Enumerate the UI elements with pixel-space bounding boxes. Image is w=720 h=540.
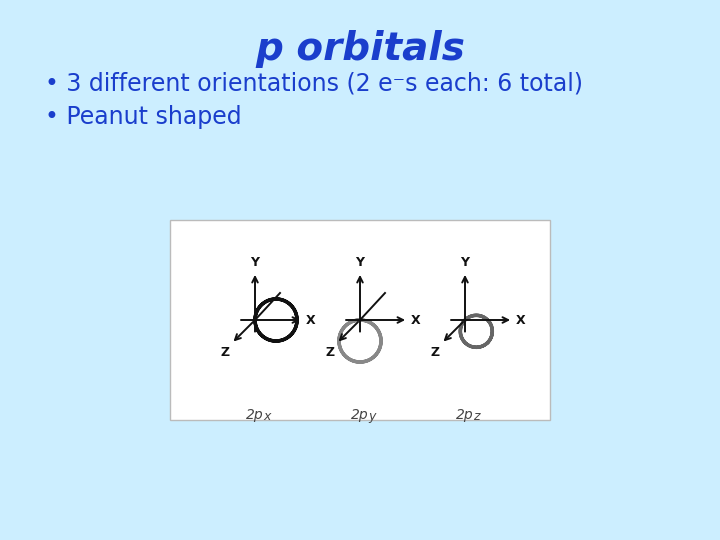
- Text: 2p: 2p: [351, 408, 369, 422]
- Text: X: X: [516, 314, 526, 327]
- Text: Y: Y: [251, 256, 259, 269]
- Text: Z: Z: [431, 346, 439, 359]
- Text: • Peanut shaped: • Peanut shaped: [45, 105, 242, 129]
- Text: z: z: [473, 410, 480, 423]
- Text: 2p: 2p: [456, 408, 474, 422]
- Text: X: X: [306, 314, 315, 327]
- Text: p orbitals: p orbitals: [255, 30, 465, 68]
- Text: Z: Z: [325, 346, 335, 359]
- Text: X: X: [411, 314, 420, 327]
- Text: Y: Y: [356, 256, 364, 269]
- Bar: [170, 220, 550, 420]
- Text: y: y: [368, 410, 375, 423]
- Text: Y: Y: [461, 256, 469, 269]
- Text: • 3 different orientations (2 e⁻s each: 6 total): • 3 different orientations (2 e⁻s each: …: [45, 72, 583, 96]
- Text: x: x: [263, 410, 271, 423]
- Text: 2p: 2p: [246, 408, 264, 422]
- Text: Z: Z: [220, 346, 230, 359]
